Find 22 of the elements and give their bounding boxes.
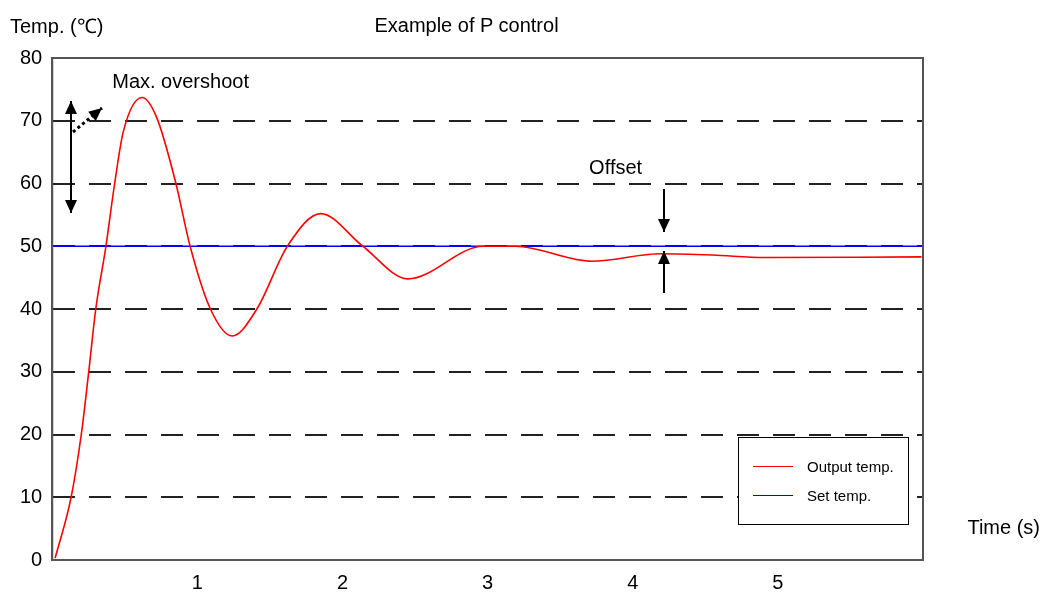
y-tick-label: 70 [20, 108, 43, 131]
legend-label: Output temp. [806, 458, 894, 475]
y-tick-label: 30 [20, 359, 43, 382]
y-tick-label: 20 [20, 422, 43, 445]
x-tick-label: 4 [627, 570, 639, 593]
y-axis-title: Temp. (℃) [10, 14, 104, 37]
y-tick-label: 0 [31, 547, 43, 570]
x-tick-label: 3 [482, 570, 494, 593]
y-tick-label: 80 [20, 45, 43, 68]
x-tick-label: 1 [191, 570, 203, 593]
line-series [54, 96, 923, 559]
x-axis-title: Time (s) [967, 515, 1040, 538]
y-tick-label: 50 [20, 233, 43, 256]
annotation: Max. overshoot [112, 70, 250, 93]
annotation: Offset [589, 155, 643, 178]
legend-label: Set temp. [806, 487, 873, 504]
x-tick-label: 2 [336, 570, 349, 593]
y-tick-label: 60 [20, 171, 43, 194]
chart-title: Example of P control [374, 13, 559, 36]
x-tick-label: 5 [772, 570, 784, 593]
y-tick-label: 10 [20, 484, 43, 507]
y-tick-label: 40 [20, 296, 43, 319]
